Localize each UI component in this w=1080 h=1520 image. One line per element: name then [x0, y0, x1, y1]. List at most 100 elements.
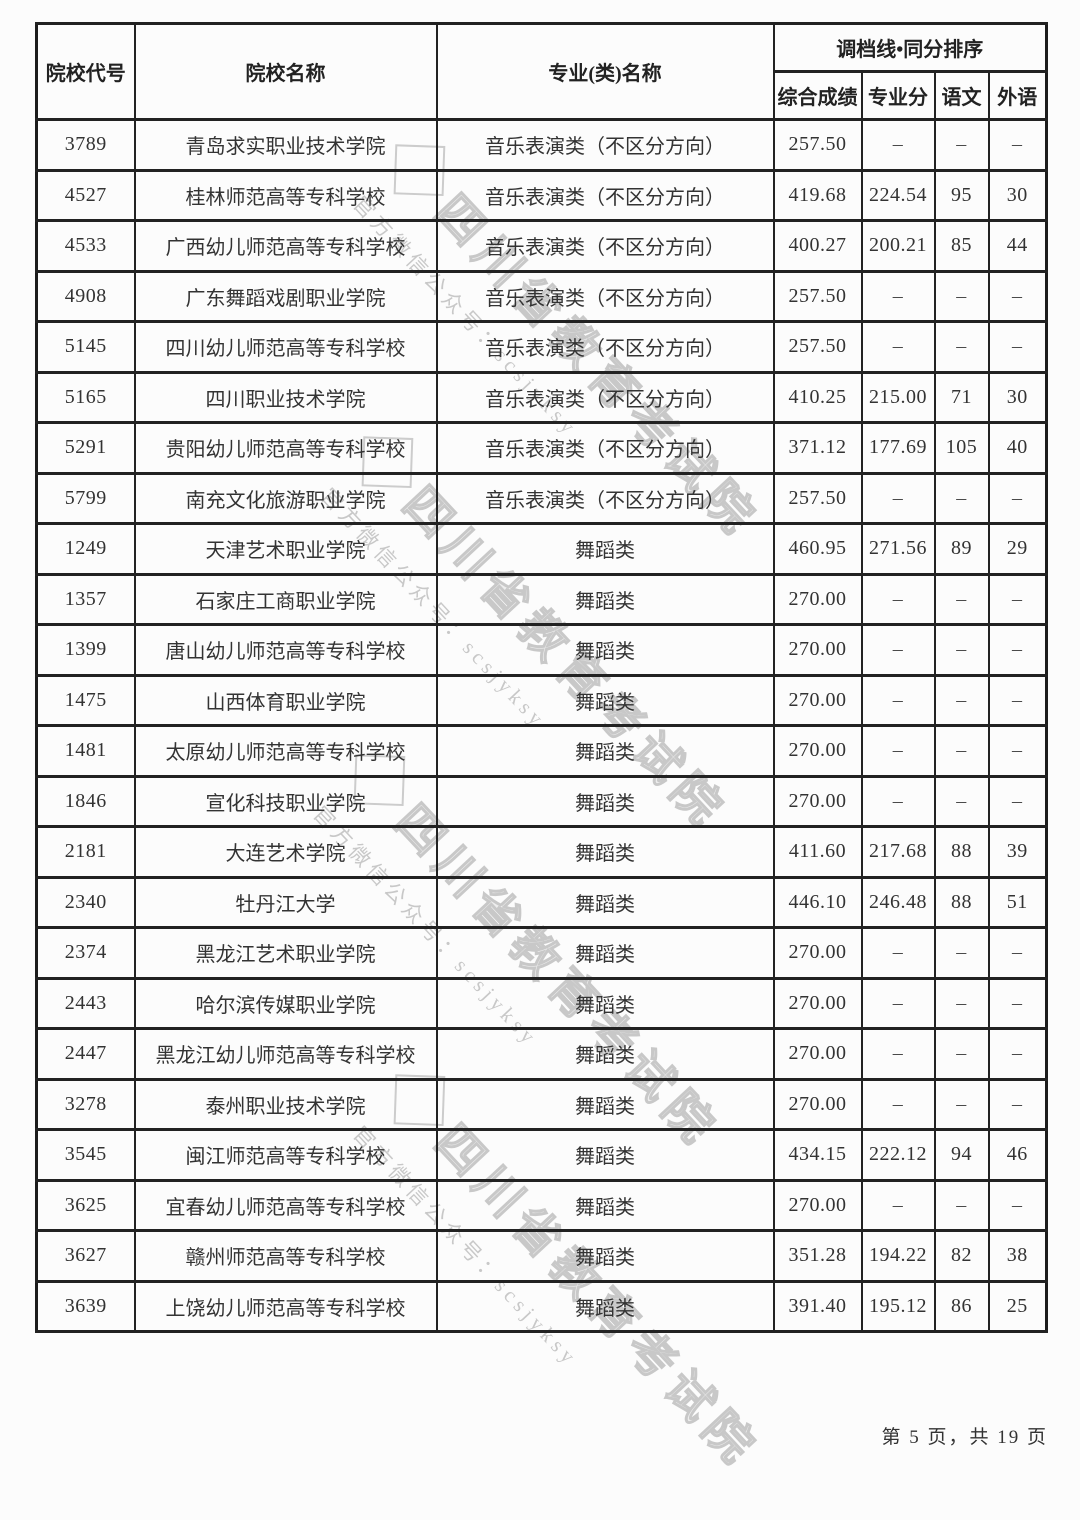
- cell-college-code: 4908: [35, 269, 136, 323]
- cell-major-name: 舞蹈类: [435, 724, 775, 778]
- cell-major-name: 舞蹈类: [435, 572, 775, 626]
- table-row: 4908 广东舞蹈戏剧职业学院 音乐表演类（不区分方向） 257.50 – – …: [35, 269, 1048, 323]
- cell-composite-score: 257.50: [772, 118, 863, 172]
- table-row: 2181 大连艺术学院 舞蹈类 411.60 217.68 88 39: [35, 825, 1048, 879]
- cell-major-score: 224.54: [860, 168, 936, 222]
- cell-major-score: –: [860, 572, 936, 626]
- table-row: 4527 桂林师范高等专科学校 音乐表演类（不区分方向） 419.68 224.…: [35, 168, 1048, 222]
- cell-college-name: 石家庄工商职业学院: [133, 572, 438, 626]
- table-row: 3625 宜春幼儿师范高等专科学校 舞蹈类 270.00 – – –: [35, 1178, 1048, 1232]
- cell-composite-score: 270.00: [772, 1077, 863, 1131]
- table-row: 3639 上饶幼儿师范高等专科学校 舞蹈类 391.40 195.12 86 2…: [35, 1279, 1048, 1333]
- cell-composite-score: 270.00: [772, 623, 863, 677]
- cell-foreign-score: 38: [987, 1229, 1048, 1283]
- cell-composite-score: 419.68: [772, 168, 863, 222]
- cell-college-code: 3545: [35, 1128, 136, 1182]
- cell-foreign-score: –: [987, 572, 1048, 626]
- cell-college-code: 2181: [35, 825, 136, 879]
- cell-composite-score: 270.00: [772, 926, 863, 980]
- header-major-score: 专业分: [860, 70, 936, 121]
- cell-composite-score: 434.15: [772, 1128, 863, 1182]
- table-row: 5291 贵阳幼儿师范高等专科学校 音乐表演类（不区分方向） 371.12 17…: [35, 421, 1048, 475]
- cell-college-name: 南充文化旅游职业学院: [133, 471, 438, 525]
- cell-foreign-score: –: [987, 118, 1048, 172]
- cell-composite-score: 411.60: [772, 825, 863, 879]
- cell-college-code: 5145: [35, 320, 136, 374]
- cell-college-name: 上饶幼儿师范高等专科学校: [133, 1279, 438, 1333]
- cell-chinese-score: 86: [933, 1279, 990, 1333]
- table-row: 1475 山西体育职业学院 舞蹈类 270.00 – – –: [35, 673, 1048, 727]
- cell-composite-score: 270.00: [772, 1178, 863, 1232]
- cell-college-name: 四川职业技术学院: [133, 370, 438, 424]
- cell-chinese-score: –: [933, 623, 990, 677]
- cell-foreign-score: –: [987, 926, 1048, 980]
- admission-score-table-wrap: 院校代号 院校名称 专业(类)名称 调档线•同分排序 综合成绩 专业分 语文 外…: [35, 22, 1049, 1333]
- cell-college-code: 3789: [35, 118, 136, 172]
- cell-major-name: 音乐表演类（不区分方向）: [435, 370, 775, 424]
- cell-major-score: 195.12: [860, 1279, 936, 1333]
- cell-chinese-score: –: [933, 572, 990, 626]
- cell-chinese-score: –: [933, 774, 990, 828]
- cell-major-name: 舞蹈类: [435, 875, 775, 929]
- cell-college-code: 1357: [35, 572, 136, 626]
- cell-chinese-score: 94: [933, 1128, 990, 1182]
- cell-college-code: 2447: [35, 1027, 136, 1081]
- cell-foreign-score: 39: [987, 825, 1048, 879]
- cell-major-score: –: [860, 976, 936, 1030]
- cell-college-name: 黑龙江艺术职业学院: [133, 926, 438, 980]
- cell-college-name: 广西幼儿师范高等专科学校: [133, 219, 438, 273]
- cell-major-name: 舞蹈类: [435, 522, 775, 576]
- cell-major-name: 音乐表演类（不区分方向）: [435, 269, 775, 323]
- cell-college-code: 1846: [35, 774, 136, 828]
- header-college-name: 院校名称: [133, 22, 438, 121]
- cell-major-score: 246.48: [860, 875, 936, 929]
- header-score-group: 调档线•同分排序: [772, 22, 1048, 73]
- table-row: 2340 牡丹江大学 舞蹈类 446.10 246.48 88 51: [35, 875, 1048, 929]
- cell-major-score: 200.21: [860, 219, 936, 273]
- cell-chinese-score: –: [933, 320, 990, 374]
- cell-foreign-score: –: [987, 724, 1048, 778]
- cell-foreign-score: 46: [987, 1128, 1048, 1182]
- cell-major-name: 舞蹈类: [435, 623, 775, 677]
- cell-college-code: 5165: [35, 370, 136, 424]
- table-row: 3789 青岛求实职业技术学院 音乐表演类（不区分方向） 257.50 – – …: [35, 118, 1048, 172]
- cell-college-name: 四川幼儿师范高等专科学校: [133, 320, 438, 374]
- table-row: 2374 黑龙江艺术职业学院 舞蹈类 270.00 – – –: [35, 926, 1048, 980]
- cell-major-name: 音乐表演类（不区分方向）: [435, 219, 775, 273]
- cell-major-score: 222.12: [860, 1128, 936, 1182]
- cell-college-name: 牡丹江大学: [133, 875, 438, 929]
- cell-college-code: 4527: [35, 168, 136, 222]
- cell-foreign-score: 40: [987, 421, 1048, 475]
- table-row: 2447 黑龙江幼儿师范高等专科学校 舞蹈类 270.00 – – –: [35, 1027, 1048, 1081]
- cell-college-code: 1249: [35, 522, 136, 576]
- table-row: 3545 闽江师范高等专科学校 舞蹈类 434.15 222.12 94 46: [35, 1128, 1048, 1182]
- cell-college-code: 3639: [35, 1279, 136, 1333]
- cell-major-name: 音乐表演类（不区分方向）: [435, 471, 775, 525]
- header-college-code: 院校代号: [35, 22, 136, 121]
- cell-major-score: –: [860, 1027, 936, 1081]
- table-row: 1481 太原幼儿师范高等专科学校 舞蹈类 270.00 – – –: [35, 724, 1048, 778]
- cell-college-code: 1475: [35, 673, 136, 727]
- cell-major-score: –: [860, 926, 936, 980]
- table-row: 5799 南充文化旅游职业学院 音乐表演类（不区分方向） 257.50 – – …: [35, 471, 1048, 525]
- cell-major-name: 舞蹈类: [435, 926, 775, 980]
- cell-chinese-score: 82: [933, 1229, 990, 1283]
- cell-foreign-score: 44: [987, 219, 1048, 273]
- cell-college-name: 天津艺术职业学院: [133, 522, 438, 576]
- cell-college-name: 贵阳幼儿师范高等专科学校: [133, 421, 438, 475]
- cell-chinese-score: –: [933, 1178, 990, 1232]
- cell-chinese-score: –: [933, 118, 990, 172]
- cell-college-code: 3627: [35, 1229, 136, 1283]
- cell-college-code: 3278: [35, 1077, 136, 1131]
- header-chinese-score: 语文: [933, 70, 990, 121]
- cell-major-score: –: [860, 320, 936, 374]
- cell-foreign-score: –: [987, 673, 1048, 727]
- cell-major-name: 舞蹈类: [435, 673, 775, 727]
- cell-major-name: 音乐表演类（不区分方向）: [435, 168, 775, 222]
- cell-college-name: 黑龙江幼儿师范高等专科学校: [133, 1027, 438, 1081]
- cell-major-score: –: [860, 623, 936, 677]
- cell-composite-score: 270.00: [772, 724, 863, 778]
- header-major-name: 专业(类)名称: [435, 22, 775, 121]
- page-number: 第 5 页，共 19 页: [881, 1427, 1048, 1448]
- table-row: 4533 广西幼儿师范高等专科学校 音乐表演类（不区分方向） 400.27 20…: [35, 219, 1048, 273]
